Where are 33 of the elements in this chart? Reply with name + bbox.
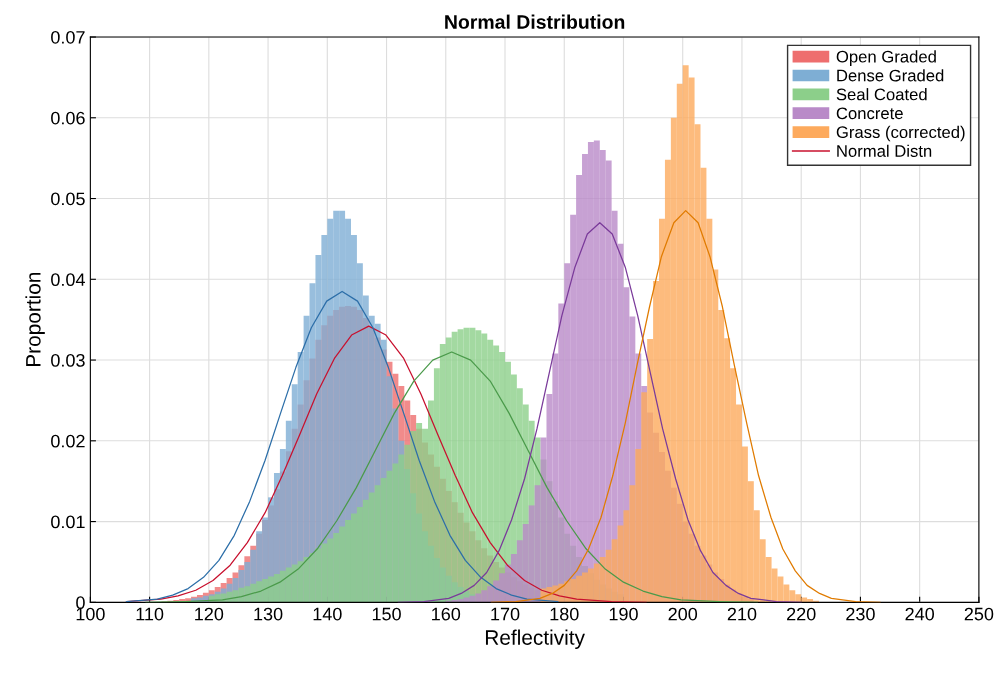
legend-label: Grass (corrected)	[836, 125, 965, 142]
y-axis-title: Proportion	[25, 272, 45, 367]
x-tick-label: 190	[609, 607, 638, 621]
x-axis-title: Reflectivity	[485, 629, 585, 649]
legend-label: Seal Coated	[836, 88, 927, 101]
y-tick-label: 0.05	[51, 192, 85, 206]
x-tick-label: 130	[254, 607, 283, 621]
legend-label: Open Graded	[836, 50, 936, 66]
legend-label: Normal Distn	[837, 144, 932, 157]
x-tick-label: 110	[136, 607, 164, 621]
legend-label: Concrete	[836, 107, 903, 120]
y-tick-label: 0.02	[51, 434, 85, 448]
x-tick-label: 170	[491, 607, 520, 621]
x-tick-label: 120	[195, 607, 224, 621]
x-tick-label: 220	[787, 607, 816, 621]
y-tick-label: 0.01	[51, 515, 85, 529]
y-tick-label: 0.03	[51, 353, 85, 367]
y-tick-label: 0	[76, 596, 85, 610]
x-tick-label: 100	[76, 607, 105, 621]
legend-label: Dense Graded	[837, 69, 944, 82]
x-tick-label: 240	[905, 607, 935, 621]
x-tick-label: 180	[550, 607, 579, 621]
x-tick-label: 230	[846, 607, 875, 621]
x-tick-label: 250	[964, 607, 994, 621]
x-tick-label: 210	[727, 607, 757, 621]
x-tick-label: 160	[432, 607, 461, 621]
y-tick-label: 0.04	[51, 273, 85, 287]
x-tick-label: 150	[372, 607, 401, 621]
chart-title: Normal Distribution	[445, 14, 625, 29]
y-tick-label: 0.07	[51, 30, 85, 44]
y-tick-label: 0.06	[51, 111, 85, 125]
x-tick-label: 200	[668, 607, 698, 621]
x-tick-label: 140	[313, 607, 342, 621]
